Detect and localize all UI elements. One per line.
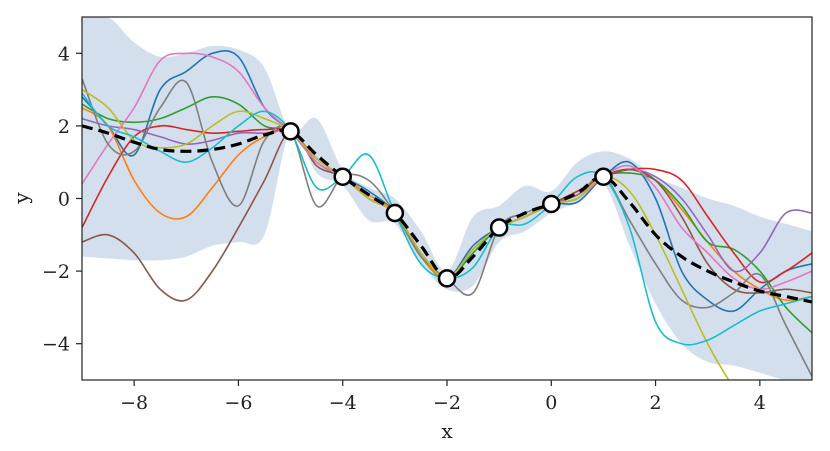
- confidence-band: [82, 17, 812, 380]
- observation-point: [385, 203, 405, 223]
- y-tick-label: 2: [58, 116, 70, 138]
- x-tick-label: 4: [754, 392, 766, 414]
- observation-point: [542, 194, 561, 214]
- observation-point: [437, 269, 457, 288]
- x-tick-label: −2: [433, 392, 461, 414]
- y-axis-label: y: [9, 192, 33, 205]
- x-tick-label: −6: [224, 392, 252, 414]
- observation-point: [594, 167, 613, 186]
- x-axis-label: x: [441, 419, 453, 443]
- y-tick-label: 4: [58, 43, 70, 65]
- y-axis-ticks: −4 −2 0 2 4: [42, 43, 82, 356]
- x-axis-ticks: −8 −6 −4 −2 0 2 4: [120, 380, 766, 414]
- x-tick-label: −8: [120, 392, 148, 414]
- y-tick-label: 0: [58, 189, 70, 211]
- observation-point: [333, 167, 352, 186]
- y-tick-label: −4: [42, 334, 70, 356]
- y-tick-label: −2: [42, 261, 70, 283]
- observation-point: [489, 218, 509, 237]
- observation-points: [281, 122, 613, 288]
- x-tick-label: 2: [650, 392, 662, 414]
- x-tick-label: 0: [545, 392, 557, 414]
- observation-point: [281, 122, 300, 141]
- x-tick-label: −4: [329, 392, 357, 414]
